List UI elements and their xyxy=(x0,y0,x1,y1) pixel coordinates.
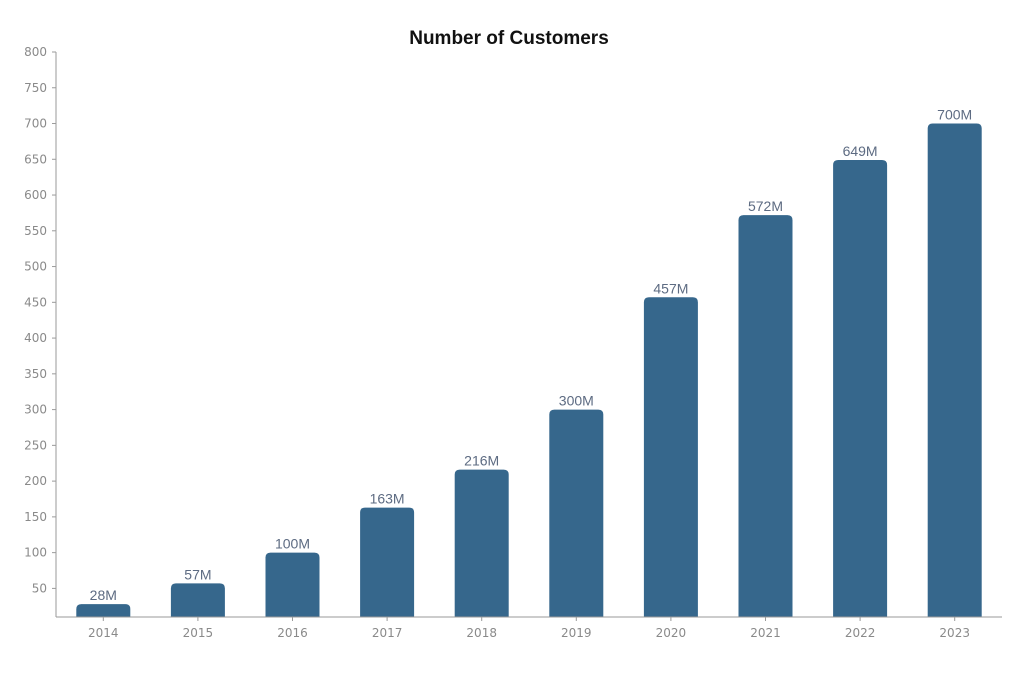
x-axis-ticks: 2014 2015 2016 2017 2018 2019 2020 2021 2022 2023 xyxy=(88,617,970,640)
bar-2014 xyxy=(76,604,131,617)
bar-2018 xyxy=(454,469,509,617)
y-tick-label: 50 xyxy=(32,581,47,595)
x-tick-label: 2016 xyxy=(277,626,308,640)
data-label-2019: 300M xyxy=(559,393,594,409)
x-tick-label: 2014 xyxy=(88,626,119,640)
bars-group: 28M 57M 100M 163M 216M 300M 457M 572M 649M 700M xyxy=(76,107,982,618)
x-tick-label: 2020 xyxy=(656,626,687,640)
bar-2016 xyxy=(265,552,320,617)
bar-2020 xyxy=(643,297,698,617)
x-tick-label: 2018 xyxy=(466,626,497,640)
y-tick-label: 800 xyxy=(24,45,47,59)
bar-2019 xyxy=(549,409,604,617)
bar-2022 xyxy=(833,159,888,618)
data-label-2020: 457M xyxy=(653,280,688,296)
y-tick-label: 150 xyxy=(24,510,47,524)
data-label-2015: 57M xyxy=(184,566,211,582)
bar-2023 xyxy=(927,123,982,618)
y-tick-label: 750 xyxy=(24,81,47,95)
y-tick-label: 350 xyxy=(24,367,47,381)
x-tick-label: 2021 xyxy=(750,626,781,640)
data-label-2021: 572M xyxy=(748,198,783,214)
y-tick-label: 100 xyxy=(24,546,47,560)
y-tick-label: 700 xyxy=(24,117,47,131)
y-tick-label: 400 xyxy=(24,331,47,345)
y-axis-ticks: 50 100 150 200 250 300 350 400 450 500 550 600 650 70… xyxy=(24,45,56,595)
y-tick-label: 500 xyxy=(24,260,47,274)
data-label-2016: 100M xyxy=(275,536,310,552)
bar-2015 xyxy=(170,583,225,617)
y-tick-label: 550 xyxy=(24,224,47,238)
data-label-2022: 649M xyxy=(843,143,878,159)
chart-title: Number of Customers xyxy=(409,28,609,49)
data-label-2014: 28M xyxy=(90,587,117,603)
x-tick-label: 2023 xyxy=(939,626,970,640)
y-tick-label: 250 xyxy=(24,438,47,452)
data-label-2018: 216M xyxy=(464,453,499,469)
x-tick-label: 2019 xyxy=(561,626,592,640)
bar-2021 xyxy=(738,215,793,617)
data-label-2023: 700M xyxy=(937,107,972,123)
y-tick-label: 300 xyxy=(24,403,47,417)
data-label-2017: 163M xyxy=(370,491,405,507)
y-tick-label: 600 xyxy=(24,188,47,202)
y-tick-label: 650 xyxy=(24,152,47,166)
x-tick-label: 2022 xyxy=(845,626,876,640)
x-tick-label: 2015 xyxy=(183,626,214,640)
x-tick-label: 2017 xyxy=(372,626,403,640)
bar-2017 xyxy=(360,507,415,617)
y-tick-label: 200 xyxy=(24,474,47,488)
y-tick-label: 450 xyxy=(24,295,47,309)
